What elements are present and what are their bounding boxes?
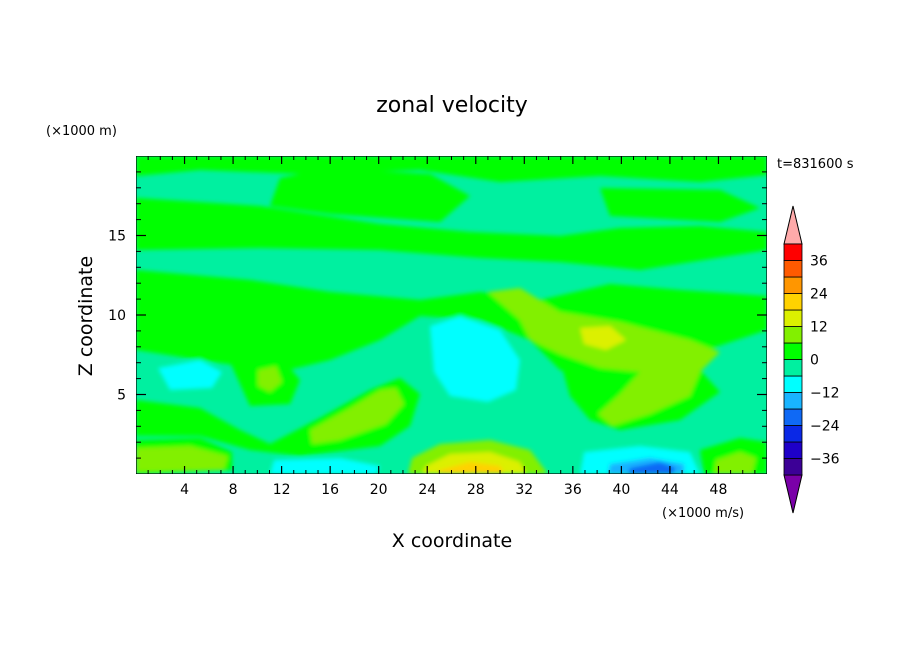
chart-title: zonal velocity	[376, 93, 528, 118]
colorbar-segment	[783, 243, 803, 261]
contour-region	[714, 452, 756, 474]
colorbar-segment	[783, 458, 803, 476]
contour-field	[136, 156, 767, 474]
contour-region	[488, 288, 720, 426]
colorbar-segment	[783, 359, 803, 377]
contour-region	[600, 188, 760, 222]
x-axis-label: X coordinate	[392, 530, 512, 552]
x-tick-label: 20	[370, 482, 388, 498]
colorbar-segment	[783, 309, 803, 327]
colorbar-segment	[783, 326, 803, 344]
contour-region	[136, 446, 228, 472]
x-tick-label: 40	[612, 482, 630, 498]
x-tick-label: 16	[321, 482, 339, 498]
x-tick-label: 4	[180, 482, 189, 498]
contour-region	[158, 360, 222, 390]
contour-region	[258, 366, 282, 392]
x-tick-label: 8	[229, 482, 238, 498]
x-tick-label: 28	[467, 482, 485, 498]
colorbar-tick-label: 12	[810, 320, 828, 336]
contour-region	[270, 458, 380, 474]
contour-region	[628, 462, 676, 474]
x-tick-label: 12	[273, 482, 291, 498]
y-tick-label: 5	[117, 388, 126, 404]
y-unit-label: (×1000 m)	[46, 124, 117, 139]
colorbar-segment	[783, 260, 803, 278]
y-tick-label: 15	[108, 229, 126, 245]
x-tick-label: 32	[515, 482, 533, 498]
colorbar-segment	[783, 293, 803, 311]
contour-region	[580, 326, 626, 350]
x-tick-label: 48	[710, 482, 728, 498]
x-tick-label: 36	[564, 482, 582, 498]
colorbar-tick-label: 0	[810, 353, 819, 369]
colorbar-tick-label: −12	[810, 386, 840, 402]
colorbar-tick-label: 24	[810, 287, 828, 303]
y-tick-label: 10	[108, 308, 126, 324]
colorbar-tick-label: −36	[810, 452, 840, 468]
colorbar-segment	[783, 342, 803, 360]
contour-region	[310, 388, 404, 444]
x-unit-label: (×1000 m/s)	[662, 506, 744, 521]
colorbar-max-arrow	[783, 205, 803, 245]
contour-region	[430, 316, 520, 402]
contour-region	[136, 156, 767, 182]
colorbar-segment	[783, 441, 803, 459]
colorbar-tick-label: 36	[810, 254, 828, 270]
colorbar-segment	[783, 276, 803, 294]
y-axis-label: Z coordinate	[75, 256, 97, 376]
x-tick-label: 24	[418, 482, 436, 498]
colorbar-segment	[783, 392, 803, 410]
colorbar-segment	[783, 408, 803, 426]
contour-region	[270, 168, 470, 222]
colorbar: −36 −24 −12 0 12 24 36	[783, 205, 840, 514]
colorbar-min-arrow	[783, 474, 803, 514]
colorbar-segment	[783, 375, 803, 393]
contour-region	[136, 198, 767, 270]
time-label: t=831600 s	[777, 157, 854, 172]
colorbar-segment	[783, 425, 803, 443]
colorbar-tick-label: −24	[810, 419, 840, 435]
x-tick-label: 44	[661, 482, 679, 498]
